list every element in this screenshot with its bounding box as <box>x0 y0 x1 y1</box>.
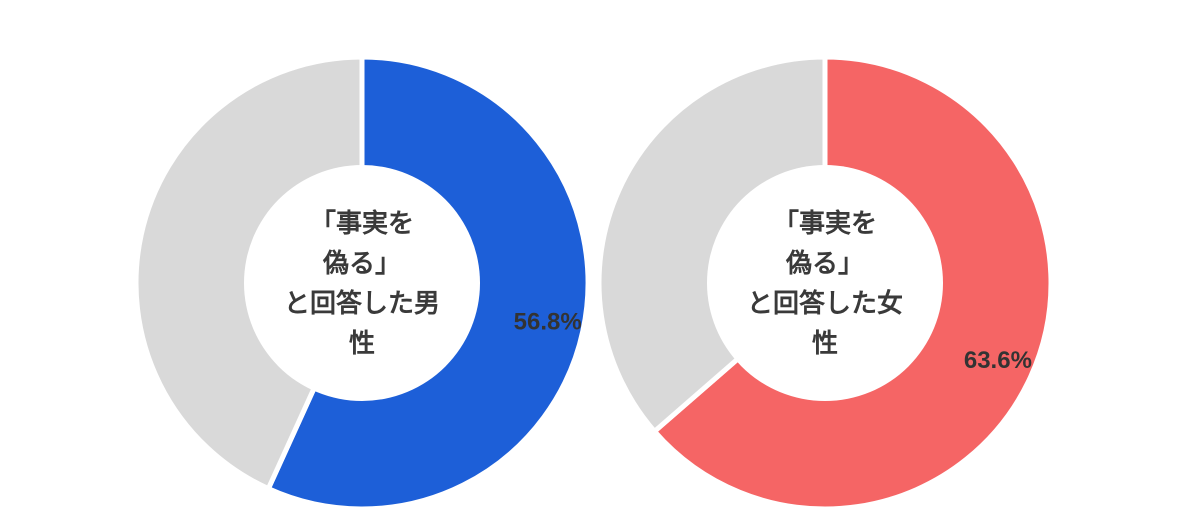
center-label-line-male: 「事実を <box>310 208 414 239</box>
data-label-female: 63.6% <box>964 347 1032 374</box>
center-label-line-female: 偽る」 <box>785 249 864 279</box>
center-label-line-male: 性 <box>349 329 375 359</box>
center-label-line-female: 「事実を <box>773 208 877 239</box>
center-label-line-male: 偽る」 <box>322 249 401 279</box>
center-label-line-male: と回答した男 <box>284 288 440 319</box>
slice-other-female <box>596 54 828 435</box>
data-label-male: 56.8% <box>514 309 582 336</box>
center-label-line-female: と回答した女 <box>747 288 903 319</box>
center-label-line-female: 性 <box>812 329 838 359</box>
donut-hole <box>707 165 943 401</box>
donut-hole <box>244 165 480 401</box>
